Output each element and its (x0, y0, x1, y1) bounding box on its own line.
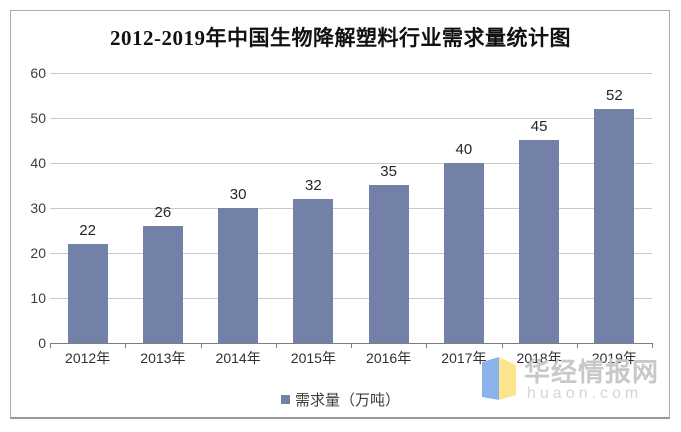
bar (142, 226, 183, 343)
x-tick-label: 2019年 (591, 350, 637, 366)
bar-value-label: 45 (530, 118, 548, 135)
legend-marker-icon (280, 395, 290, 404)
x-axis-tick (652, 343, 653, 348)
y-tick-label: 0 (38, 335, 46, 351)
x-axis-tick (501, 343, 503, 348)
bar-value-label: 22 (79, 222, 96, 239)
x-tick-label: 2018年 (516, 350, 562, 366)
x-axis-tick (426, 343, 428, 348)
bar-value-label: 52 (606, 87, 623, 104)
x-axis-tick (351, 343, 352, 348)
watermark-logo-icon (482, 357, 516, 400)
watermark-site-name: 华经情报网 (524, 357, 660, 387)
x-tick-label: 2014年 (215, 350, 261, 366)
bar (218, 208, 259, 343)
bar (443, 163, 484, 343)
chart-title: 2012-2019年中国生物降解塑料行业需求量统计图 (110, 26, 571, 50)
watermark-domain: huaon.com (527, 385, 643, 402)
gridline (50, 163, 652, 164)
bar-value-label: 32 (305, 177, 322, 194)
x-axis-tick (125, 343, 127, 348)
x-tick-label: 2012年 (65, 350, 111, 366)
y-tick-label: 50 (30, 110, 46, 126)
chart-frame (10, 10, 670, 419)
bar (594, 109, 635, 343)
bar (519, 140, 560, 343)
gridline (50, 253, 652, 254)
legend: 需求量（万吨） (0, 389, 681, 410)
y-tick-label: 60 (30, 65, 46, 81)
x-tick-label: 2015年 (290, 350, 336, 366)
bar-value-label: 40 (455, 141, 473, 158)
y-tick-label: 20 (30, 245, 46, 261)
y-tick-label: 40 (30, 155, 46, 171)
x-axis-tick (50, 343, 51, 348)
bar-value-label: 30 (229, 186, 247, 203)
bar (67, 244, 108, 343)
gridline (50, 298, 652, 299)
y-tick-label: 30 (30, 200, 46, 216)
bar (368, 185, 409, 343)
legend-label: 需求量（万吨） (294, 392, 400, 409)
bar-value-label: 26 (154, 204, 172, 221)
x-tick-label: 2016年 (366, 350, 412, 366)
bar (293, 199, 334, 343)
x-tick-label: 2013年 (140, 350, 186, 366)
x-axis-tick (200, 343, 202, 348)
x-tick-label: 2017年 (441, 350, 487, 366)
y-tick-label: 10 (30, 290, 46, 306)
watermark: 华经情报网 huaon.com (482, 349, 677, 413)
x-axis-tick (576, 343, 578, 348)
gridline (50, 118, 652, 119)
bar-value-label: 35 (380, 163, 397, 180)
x-axis-tick (275, 343, 277, 348)
gridline (50, 208, 652, 209)
gridline (50, 73, 652, 74)
